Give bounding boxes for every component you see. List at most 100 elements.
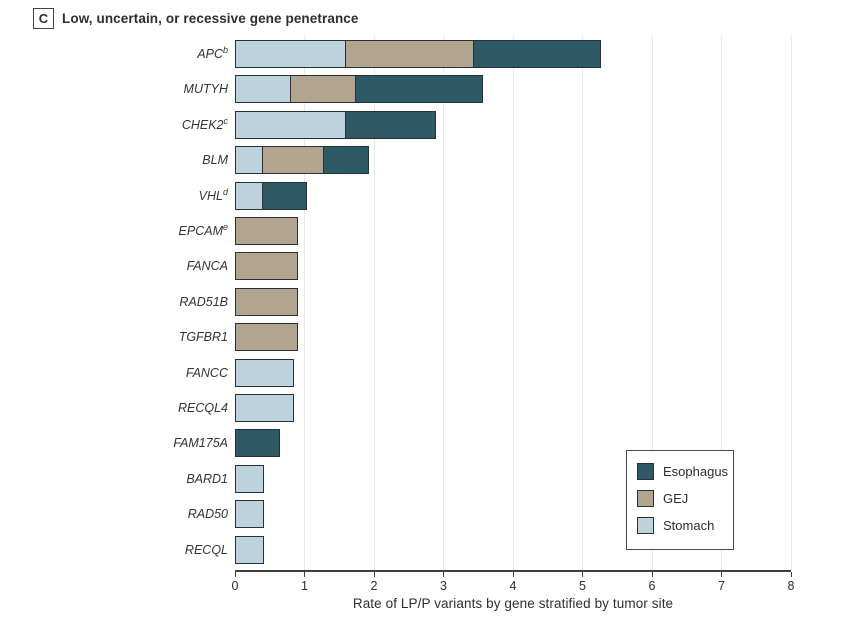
category-label: CHEK2c	[182, 111, 228, 139]
gene-name: MUTYH	[183, 82, 228, 97]
gridline	[790, 35, 792, 570]
figure-header: C Low, uncertain, or recessive gene pene…	[33, 8, 359, 29]
legend-item: GEJ	[637, 490, 733, 507]
bar-segment-esophagus	[345, 110, 436, 139]
legend-swatch-gej	[637, 490, 654, 507]
bar-segment-stomach	[235, 358, 295, 387]
category-label: APCb	[197, 40, 228, 68]
category-label: EPCAMe	[179, 217, 228, 245]
category-label: RAD50	[188, 500, 228, 528]
legend-swatch-esophagus	[637, 463, 654, 480]
tick-mark	[512, 572, 514, 577]
gridline	[512, 35, 514, 570]
bar-row	[235, 110, 436, 139]
gene-name: FANCC	[185, 365, 228, 380]
tick-label: 4	[509, 579, 517, 593]
bar-segment-esophagus	[354, 75, 484, 104]
gene-name: TGFBR1	[178, 330, 228, 345]
gene-superscript: d	[222, 186, 228, 197]
bar-segment-gej	[345, 40, 474, 68]
bar-segment-stomach	[235, 40, 347, 68]
bar-segment-stomach	[235, 394, 295, 422]
tick-label: 5	[579, 579, 586, 593]
bar-row	[235, 394, 295, 422]
gene-name: VHL	[198, 188, 223, 203]
bar-row	[235, 287, 298, 316]
bar-row	[235, 252, 298, 281]
legend-item: Stomach	[637, 517, 733, 534]
gridline	[582, 35, 583, 570]
category-label: RAD51B	[179, 288, 228, 316]
tick-mark	[234, 572, 236, 577]
bar-row	[235, 217, 298, 245]
bar-segment-stomach	[235, 464, 265, 493]
bar-row	[235, 40, 602, 68]
tick-mark	[443, 572, 444, 577]
gene-superscript: c	[223, 115, 229, 126]
gridline	[443, 35, 444, 570]
category-label: BARD1	[186, 465, 228, 493]
category-label: VHLd	[199, 182, 228, 210]
bar-segment-gej	[235, 323, 298, 352]
x-axis-label: Rate of LP/P variants by gene stratified…	[352, 596, 674, 611]
tick-label: 6	[648, 579, 656, 593]
bar-row	[235, 535, 265, 564]
gene-superscript: e	[222, 221, 228, 232]
bar-segment-gej	[235, 252, 298, 281]
bar-row	[235, 146, 369, 175]
legend-label: Stomach	[663, 518, 715, 533]
bar-segment-stomach	[235, 75, 291, 104]
category-label: RECQL4	[178, 394, 228, 422]
bar-row	[235, 323, 298, 352]
bar-segment-gej	[289, 75, 356, 104]
gene-name: CHEK2	[181, 117, 224, 132]
gene-name: EPCAM	[178, 224, 223, 238]
category-label: RECQL	[185, 536, 228, 564]
bar-segment-esophagus	[261, 181, 307, 210]
gene-name: RAD51B	[179, 294, 228, 309]
gene-name: RECQL4	[177, 401, 228, 415]
bar-row	[235, 500, 265, 529]
tick-label: 8	[787, 579, 795, 593]
gene-name: BLM	[202, 153, 228, 168]
category-label: MUTYH	[184, 75, 228, 103]
category-label: TGFBR1	[179, 323, 228, 351]
tick-mark	[790, 572, 792, 577]
bar-row	[235, 429, 281, 458]
gene-name: APC	[197, 47, 223, 61]
gene-name: FANCA	[186, 259, 228, 274]
bar-row	[235, 358, 295, 387]
bar-segment-esophagus	[235, 429, 281, 458]
tick-mark	[721, 572, 722, 577]
gene-superscript: b	[222, 44, 228, 55]
bar-row	[235, 464, 265, 493]
tick-mark	[373, 572, 375, 577]
bar-segment-esophagus	[472, 40, 602, 68]
gene-name: RECQL	[184, 542, 228, 557]
tick-label: 2	[370, 579, 378, 593]
legend-item: Esophagus	[637, 463, 733, 480]
category-label: BLM	[202, 146, 228, 174]
legend: Esophagus GEJ Stomach	[626, 450, 734, 550]
category-label: FANCA	[187, 252, 228, 280]
bar-segment-gej	[261, 146, 325, 175]
legend-swatch-stomach	[637, 517, 654, 534]
bar-row	[235, 75, 484, 104]
bar-segment-stomach	[235, 146, 263, 175]
tick-label: 0	[231, 579, 239, 593]
bar-segment-stomach	[235, 535, 265, 564]
legend-label: Esophagus	[663, 464, 729, 479]
tick-mark	[651, 572, 653, 577]
panel-letter-badge: C	[33, 8, 54, 29]
panel-title: Low, uncertain, or recessive gene penetr…	[62, 11, 359, 26]
gridline	[651, 35, 653, 570]
gene-name: FAM175A	[173, 436, 228, 451]
gene-name: BARD1	[186, 471, 228, 486]
gene-name: RAD50	[187, 507, 228, 522]
gridline	[304, 35, 305, 570]
category-label: FANCC	[186, 359, 228, 387]
gridline	[373, 35, 375, 570]
tick-mark	[582, 572, 583, 577]
bar-segment-gej	[235, 217, 298, 245]
